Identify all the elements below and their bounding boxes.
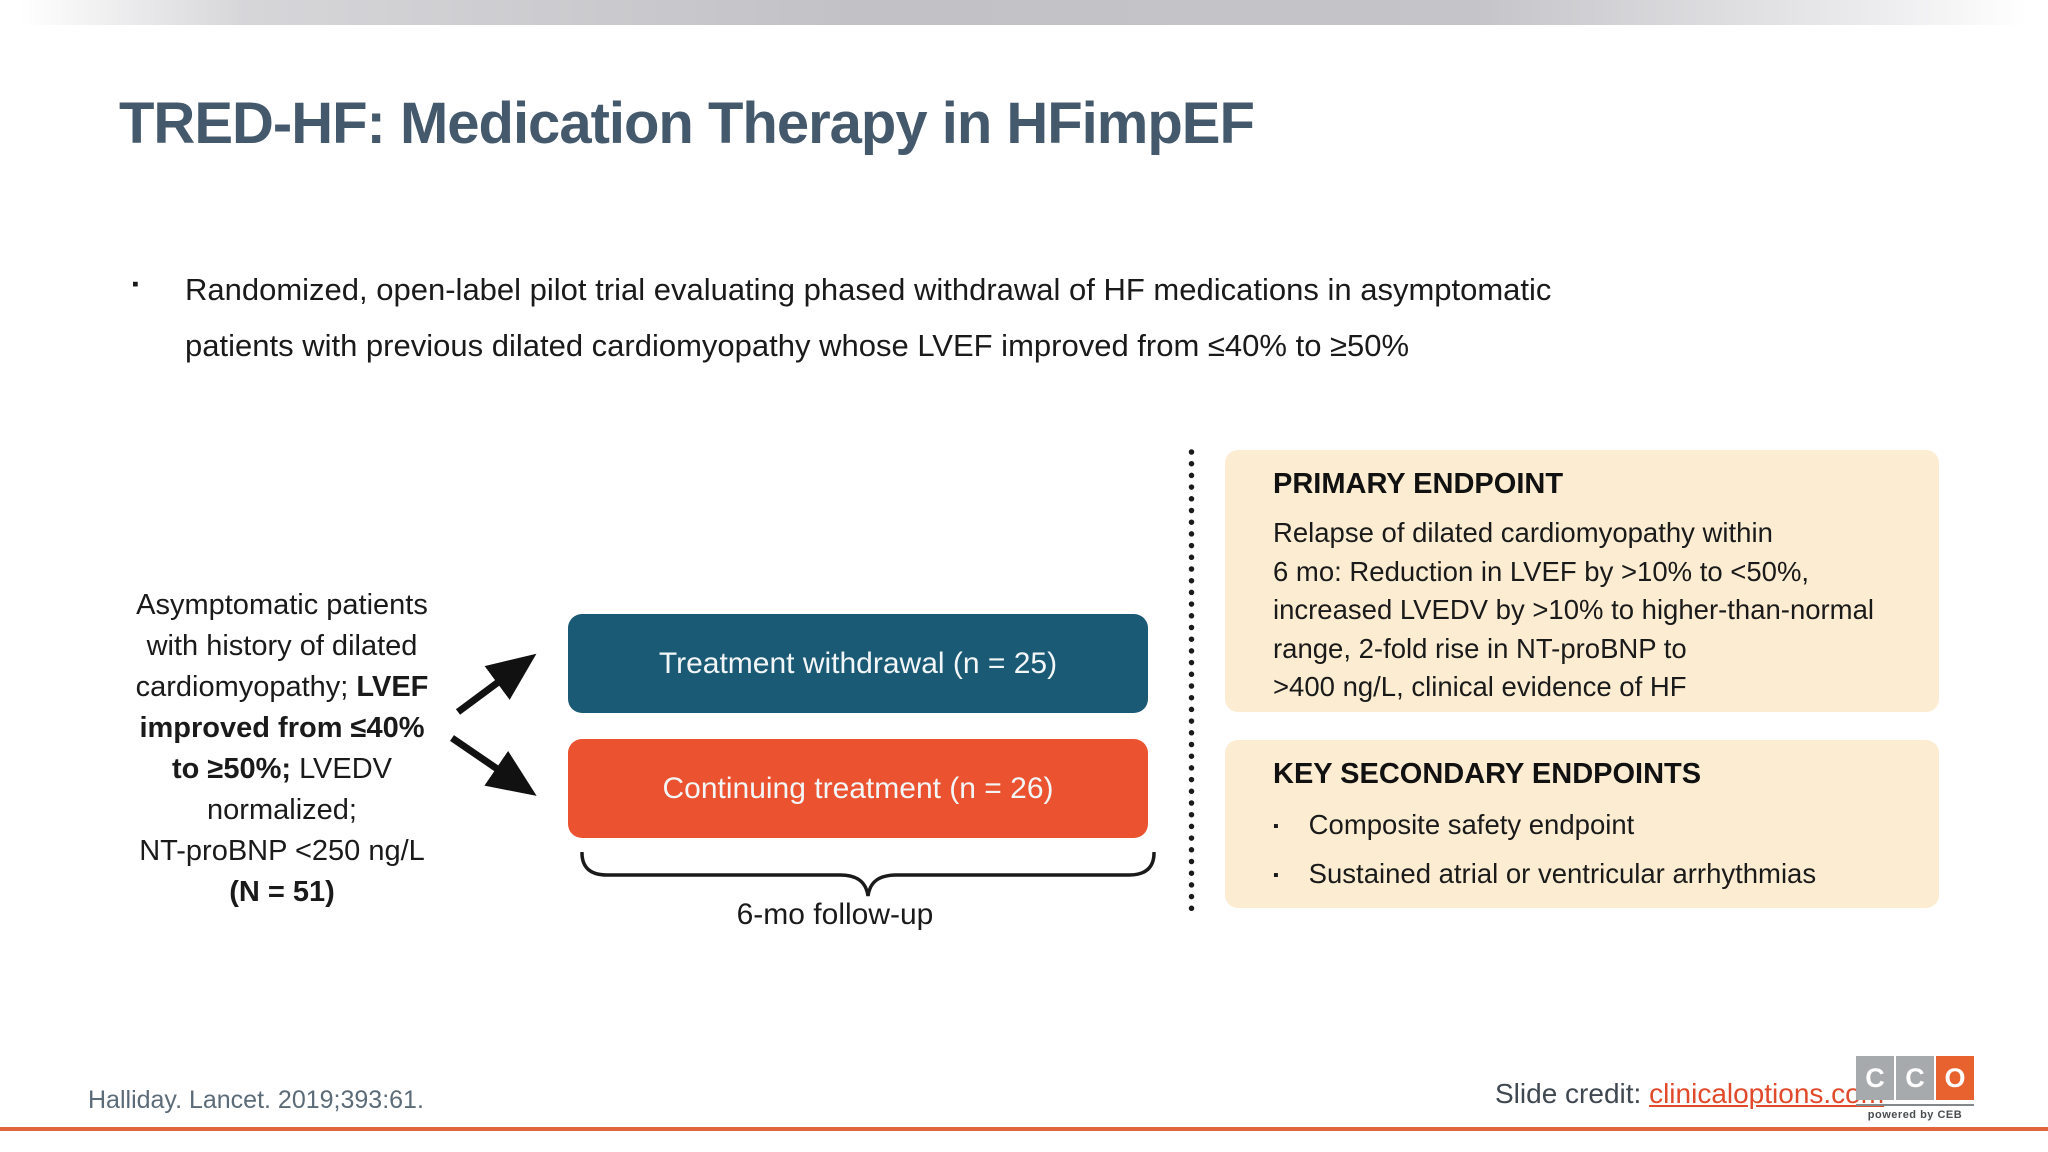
- brace-icon: [580, 852, 1156, 897]
- arm-label: Treatment withdrawal (n = 25): [658, 646, 1058, 680]
- secondary-endpoints-heading: KEY SECONDARY ENDPOINTS: [1273, 758, 1702, 790]
- credit-link[interactable]: clinicaloptions.com: [1649, 1078, 1885, 1109]
- citation: Halliday. Lancet. 2019;393:61.: [88, 1086, 424, 1114]
- page-title: TRED-HF: Medication Therapy in HFimpEF: [119, 91, 1255, 156]
- bullet-square-icon: ▪: [1273, 867, 1279, 884]
- intro-bullet-text: Randomized, open-label pilot trial evalu…: [185, 272, 1552, 363]
- credit-label: Slide credit:: [1495, 1078, 1650, 1109]
- secondary-endpoint-item: ▪ Composite safety endpoint: [1273, 808, 1917, 846]
- primary-endpoint-card: PRIMARY ENDPOINT Relapse of dilated card…: [1225, 450, 1939, 712]
- logo-tagline: powered by CEB: [1867, 1109, 1963, 1121]
- slide-credit: Slide credit: clinicaloptions.com: [1495, 1078, 1884, 1110]
- bottom-accent-rule: [0, 1127, 2048, 1131]
- cco-logo: C C O powered by CEB: [1856, 1056, 1980, 1121]
- logo-letter-o: O: [1936, 1056, 1974, 1100]
- logo-divider-line: [1856, 1104, 1974, 1106]
- logo-letter-c1: C: [1856, 1056, 1894, 1100]
- followup-label: 6-mo follow-up: [736, 898, 934, 931]
- dotted-divider: [1188, 449, 1195, 921]
- secondary-endpoint-text: Composite safety endpoint: [1308, 809, 1635, 840]
- arm-box-continuing-treatment: Continuing treatment (n = 26): [568, 739, 1148, 838]
- bullet-square-icon: ▪: [132, 274, 139, 295]
- arm-box-treatment-withdrawal: Treatment withdrawal (n = 25): [568, 614, 1148, 713]
- logo-letter-c2: C: [1896, 1056, 1934, 1100]
- bullet-square-icon: ▪: [1273, 818, 1279, 835]
- secondary-endpoints-card: KEY SECONDARY ENDPOINTS ▪ Composite safe…: [1225, 740, 1939, 908]
- top-gradient-band: [0, 0, 2048, 25]
- branch-arrows-icon: [450, 653, 537, 796]
- population-description: Asymptomatic patients with history of dil…: [135, 589, 429, 908]
- primary-endpoint-heading: PRIMARY ENDPOINT: [1273, 468, 1564, 500]
- arm-label: Continuing treatment (n = 26): [662, 771, 1054, 805]
- primary-endpoint-body: Relapse of dilated cardiomyopathy within…: [1273, 517, 1874, 702]
- secondary-endpoint-item: ▪ Sustained atrial or ventricular arrhyt…: [1273, 857, 1917, 895]
- secondary-endpoint-text: Sustained atrial or ventricular arrhythm…: [1308, 858, 1817, 889]
